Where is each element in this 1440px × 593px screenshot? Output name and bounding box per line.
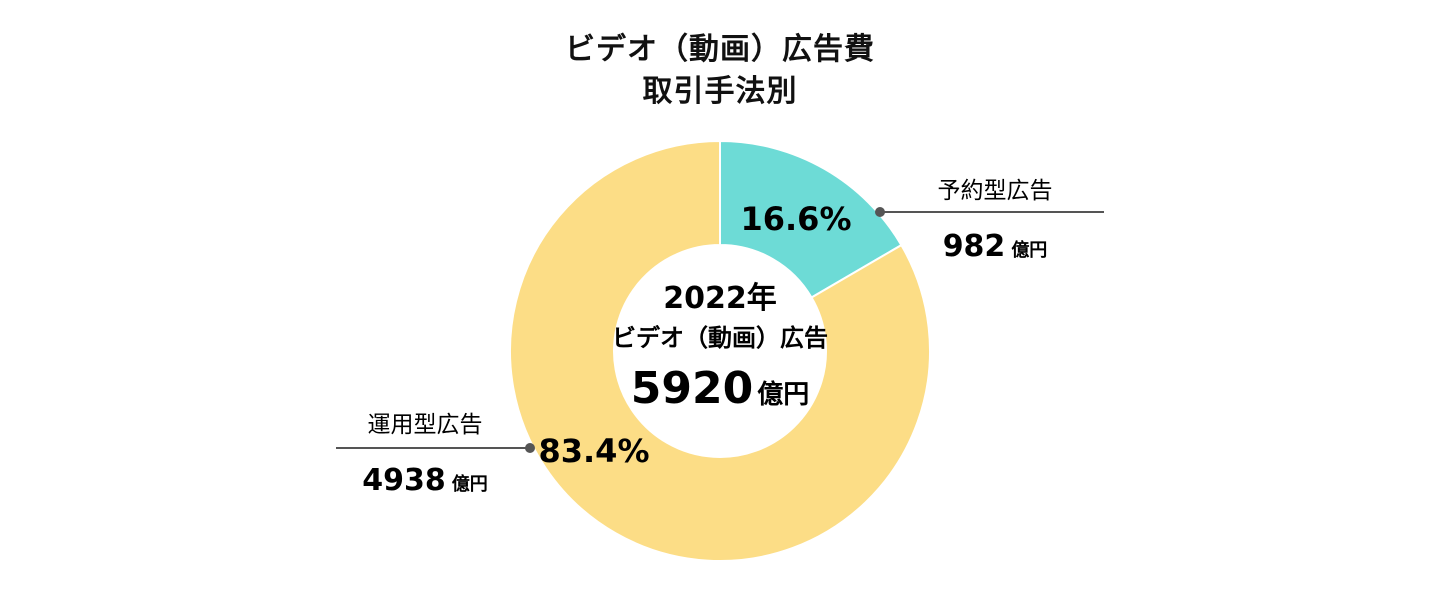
- center-total-unit: 億円: [757, 380, 809, 410]
- legend-value-number-reserved: 982: [943, 229, 1006, 264]
- chart-title-line2: 取引手法別: [642, 74, 798, 109]
- center-category-label: ビデオ（動画）広告: [612, 324, 828, 352]
- donut-slice-programmatic: [509, 139, 931, 562]
- slice-percent-label-programmatic: 83.4%: [538, 432, 649, 470]
- legend-value-reserved: 982 億円: [943, 229, 1048, 264]
- slice-percent-label-reserved: 16.6%: [740, 200, 851, 238]
- center-year-label: 2022年: [663, 281, 777, 316]
- chart-title-line1: ビデオ（動画）広告費: [565, 32, 875, 67]
- legend-value-programmatic: 4938 億円: [362, 463, 488, 498]
- legend-value-unit-programmatic: 億円: [452, 473, 488, 495]
- leader-dot-programmatic: [525, 443, 535, 453]
- donut-slice-reserved: [719, 139, 903, 299]
- leader-dot-reserved: [875, 207, 885, 217]
- legend-name-programmatic: 運用型広告: [368, 412, 483, 438]
- center-total: 5920 億円: [631, 363, 809, 414]
- legend-value-number-programmatic: 4938: [362, 463, 446, 498]
- center-total-value: 5920: [631, 363, 753, 414]
- legend-name-reserved: 予約型広告: [938, 178, 1053, 204]
- legend-value-unit-reserved: 億円: [1011, 239, 1047, 261]
